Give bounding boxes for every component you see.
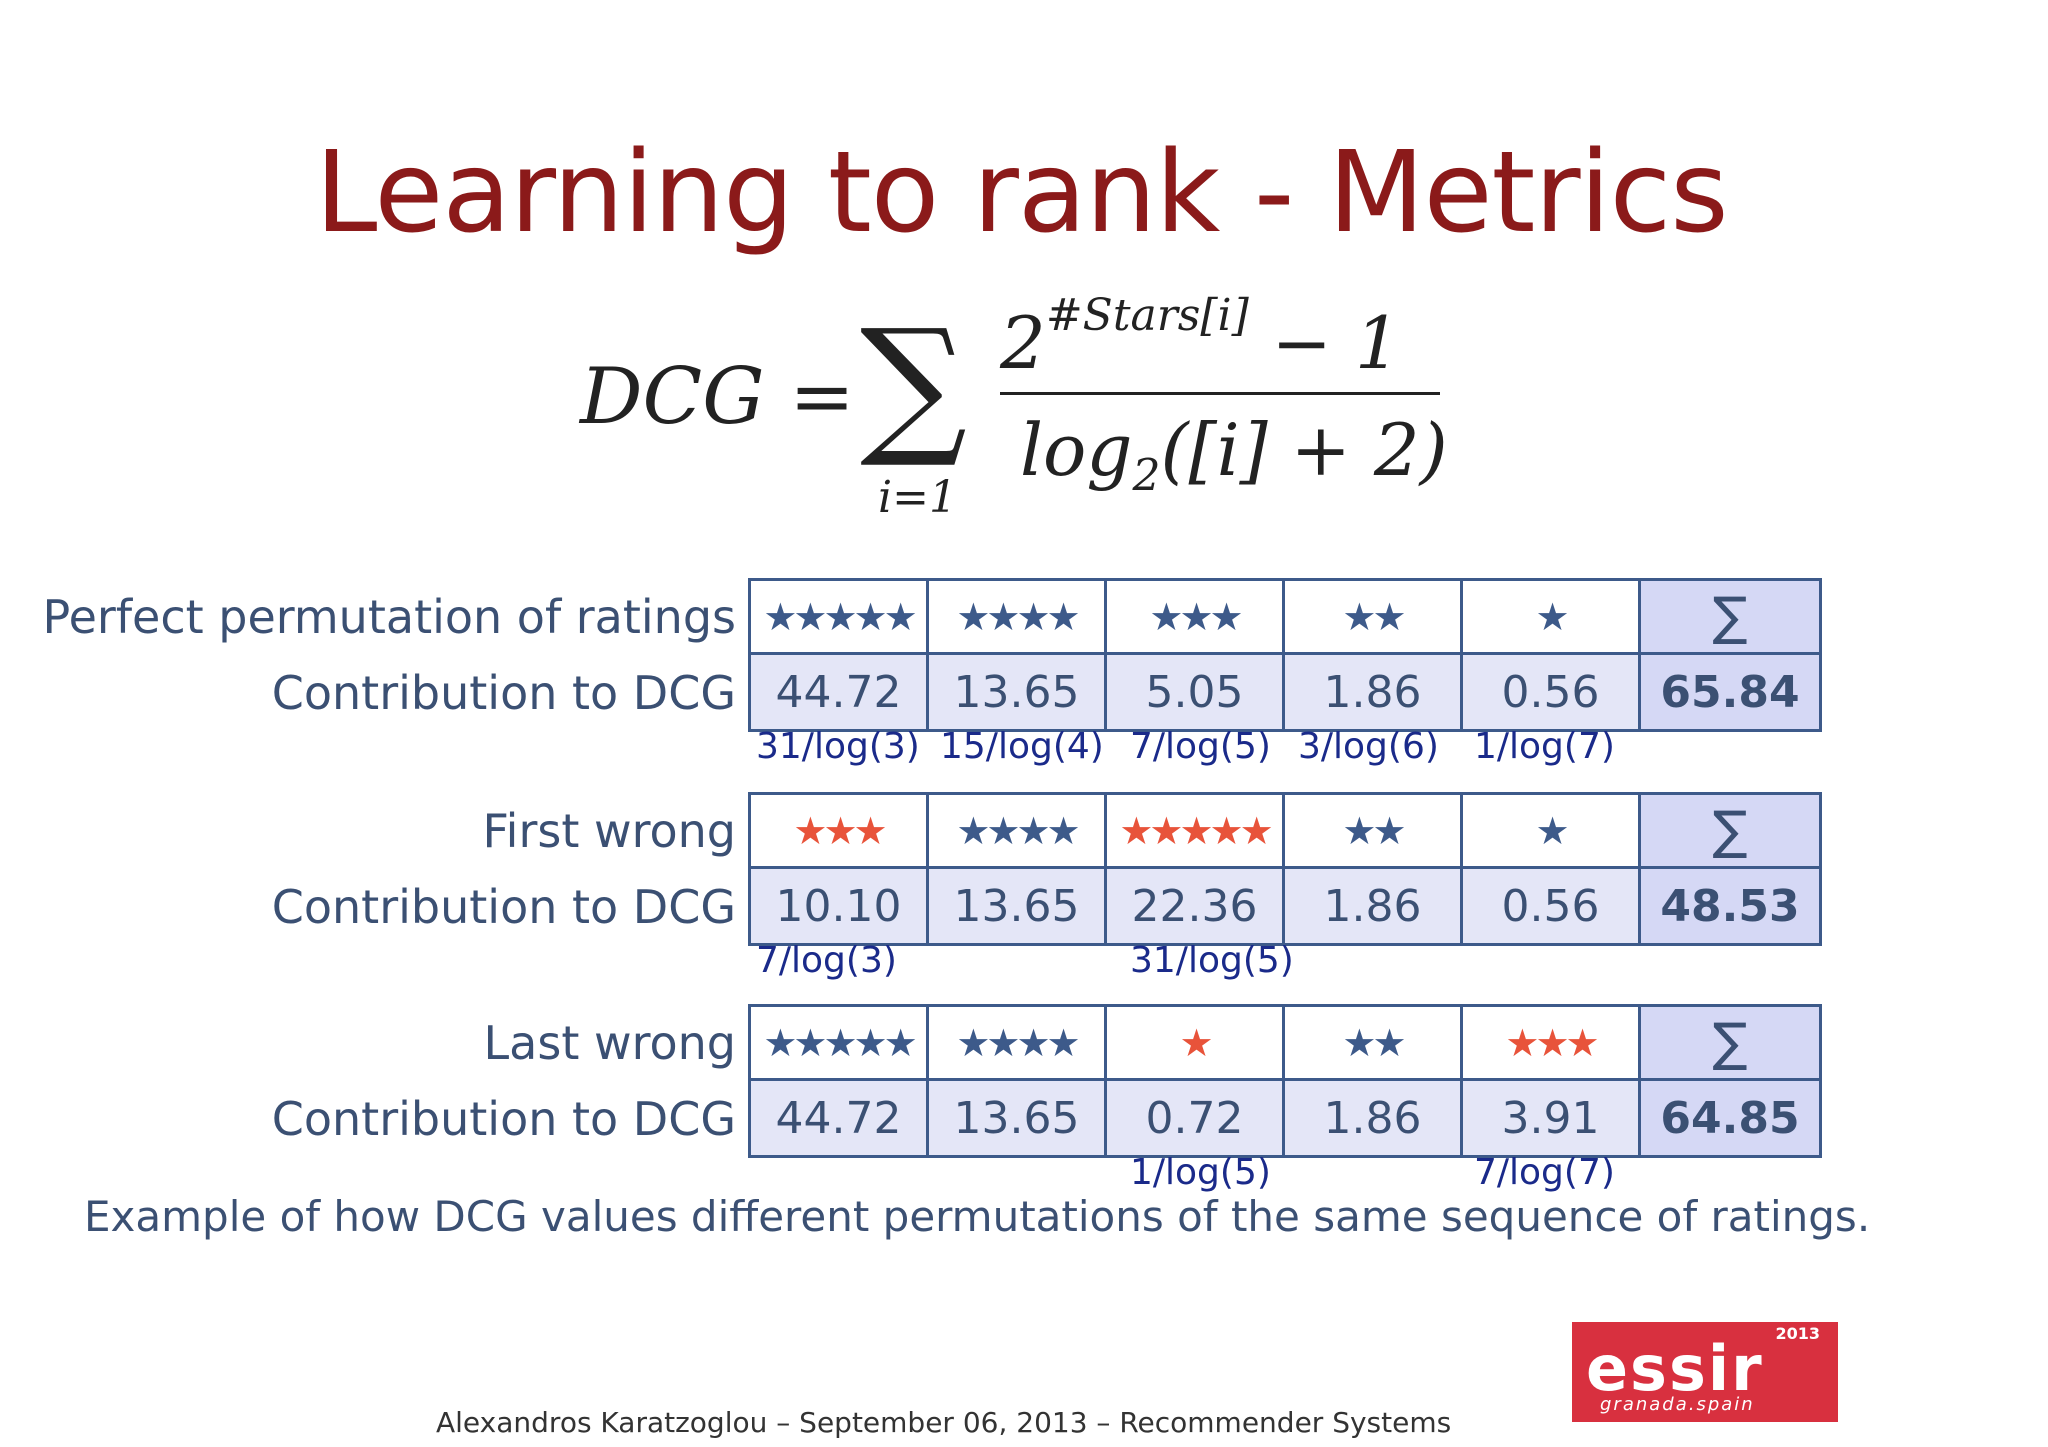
rating-cell: ★ [1107, 1007, 1285, 1081]
star-rating-icon: ★★★ [1505, 1020, 1599, 1065]
rating-cell: ★★ [1285, 581, 1463, 655]
formula-numerator: 2#Stars[i] − 1 [1000, 290, 1401, 385]
star-rating-icon: ★ [1535, 808, 1569, 853]
rating-cell: ★★★ [1107, 581, 1285, 655]
star-rating-icon: ★★★★ [956, 1020, 1080, 1065]
rating-cell: ★★★★ [929, 581, 1107, 655]
denominator-base: 2 [1132, 450, 1161, 502]
rating-cell: ★★ [1285, 795, 1463, 869]
contribution-row-label: Contribution to DCG [271, 666, 736, 720]
rating-cell: ★★★★★ [751, 1007, 929, 1081]
rating-cell: ★★★ [1463, 1007, 1641, 1081]
star-rating-icon: ★★ [1342, 594, 1406, 639]
dcg-total-cell: 65.84 [1641, 655, 1819, 729]
contribution-cell: 13.65 [929, 869, 1107, 943]
formula-annotation: 15/log(4) [940, 726, 1104, 767]
logo-year: 2013 [1775, 1324, 1820, 1343]
logo-location: granada.spain [1600, 1394, 1755, 1415]
formula-denominator: log2([i] + 2) [1020, 408, 1448, 501]
star-rating-icon: ★★★ [1149, 594, 1243, 639]
ratings-row-label: Last wrong [483, 1016, 736, 1070]
slide-title: Learning to rank - Metrics [315, 128, 1729, 258]
fraction-bar [1000, 392, 1440, 395]
star-rating-icon: ★★★★★ [763, 1020, 917, 1065]
star-rating-icon: ★★★★★ [1119, 808, 1273, 853]
rating-cell: ★★★ [751, 795, 929, 869]
sum-index: i=1 [878, 472, 957, 523]
contribution-cell: 10.10 [751, 869, 929, 943]
star-rating-icon: ★★★★ [956, 594, 1080, 639]
formula-annotation: 1/log(7) [1474, 726, 1615, 767]
numerator-base: 2 [1000, 301, 1046, 385]
dcg-formula: DCG = ∑ i=1 2#Stars[i] − 1 log2([i] + 2) [580, 290, 1460, 530]
formula-lhs: DCG = [580, 352, 855, 442]
star-rating-icon: ★★★★ [956, 808, 1080, 853]
contribution-cell: 5.05 [1107, 655, 1285, 729]
rating-cell: ★ [1463, 581, 1641, 655]
formula-annotation: 31/log(5) [1130, 940, 1294, 981]
slide-caption: Example of how DCG values different perm… [84, 1192, 1871, 1241]
rating-cell: ★★★★★ [751, 581, 929, 655]
ratings-row-label: Perfect permutation of ratings [42, 590, 736, 644]
denominator-arg: ([i] + 2) [1160, 408, 1448, 492]
dcg-table: ★★★★★ ★★★★ ★★★ ★★ ★ ∑ 44.72 13.65 5.05 1.86 0.56 65… [748, 578, 1822, 732]
rating-cell: ★★★★ [929, 795, 1107, 869]
contribution-cell: 44.72 [751, 1081, 929, 1155]
contribution-cell: 1.86 [1285, 655, 1463, 729]
star-rating-icon: ★ [1179, 1020, 1213, 1065]
sigma-icon: ∑ [1712, 586, 1748, 647]
contribution-cell: 44.72 [751, 655, 929, 729]
denominator-log: log [1020, 408, 1133, 492]
formula-annotation: 3/log(6) [1298, 726, 1439, 767]
star-rating-icon: ★ [1535, 594, 1569, 639]
numerator-tail: − 1 [1271, 301, 1401, 385]
rating-cell: ★ [1463, 795, 1641, 869]
formula-annotation: 1/log(5) [1130, 1152, 1271, 1193]
slide-footer: Alexandros Karatzoglou – September 06, 2… [436, 1406, 1452, 1439]
contribution-cell: 1.86 [1285, 1081, 1463, 1155]
contribution-cell: 0.56 [1463, 655, 1641, 729]
star-rating-icon: ★★ [1342, 1020, 1406, 1065]
formula-annotation: 7/log(3) [756, 940, 897, 981]
contribution-cell: 13.65 [929, 1081, 1107, 1155]
rating-cell: ★★★★★ [1107, 795, 1285, 869]
rating-cell: ★★ [1285, 1007, 1463, 1081]
star-rating-icon: ★★ [1342, 808, 1406, 853]
formula-annotation: 7/log(7) [1474, 1152, 1615, 1193]
contribution-cell: 3.91 [1463, 1081, 1641, 1155]
formula-annotation: 7/log(5) [1130, 726, 1271, 767]
sum-header-cell: ∑ [1641, 1007, 1819, 1081]
contribution-cell: 22.36 [1107, 869, 1285, 943]
contribution-row-label: Contribution to DCG [271, 1092, 736, 1146]
dcg-table: ★★★ ★★★★ ★★★★★ ★★ ★ ∑ 10.10 13.65 22.36 1.86 0.56 4… [748, 792, 1822, 946]
contribution-cell: 13.65 [929, 655, 1107, 729]
dcg-total-cell: 48.53 [1641, 869, 1819, 943]
contribution-cell: 1.86 [1285, 869, 1463, 943]
sigma-icon: ∑ [1712, 800, 1748, 861]
sum-header-cell: ∑ [1641, 795, 1819, 869]
numerator-exponent: #Stars[i] [1045, 290, 1249, 341]
logo-text: essir [1586, 1332, 1764, 1405]
essir-logo: 2013 essir granada.spain [1572, 1322, 1838, 1422]
sum-header-cell: ∑ [1641, 581, 1819, 655]
contribution-cell: 0.72 [1107, 1081, 1285, 1155]
dcg-total-cell: 64.85 [1641, 1081, 1819, 1155]
star-rating-icon: ★★★ [793, 808, 887, 853]
dcg-table: ★★★★★ ★★★★ ★ ★★ ★★★ ∑ 44.72 13.65 0.72 1.86 3.91 64… [748, 1004, 1822, 1158]
rating-cell: ★★★★ [929, 1007, 1107, 1081]
contribution-cell: 0.56 [1463, 869, 1641, 943]
contribution-row-label: Contribution to DCG [271, 880, 736, 934]
formula-annotation: 31/log(3) [756, 726, 920, 767]
star-rating-icon: ★★★★★ [763, 594, 917, 639]
sum-symbol: ∑ [860, 298, 968, 472]
sigma-icon: ∑ [1712, 1012, 1748, 1073]
ratings-row-label: First wrong [482, 804, 736, 858]
